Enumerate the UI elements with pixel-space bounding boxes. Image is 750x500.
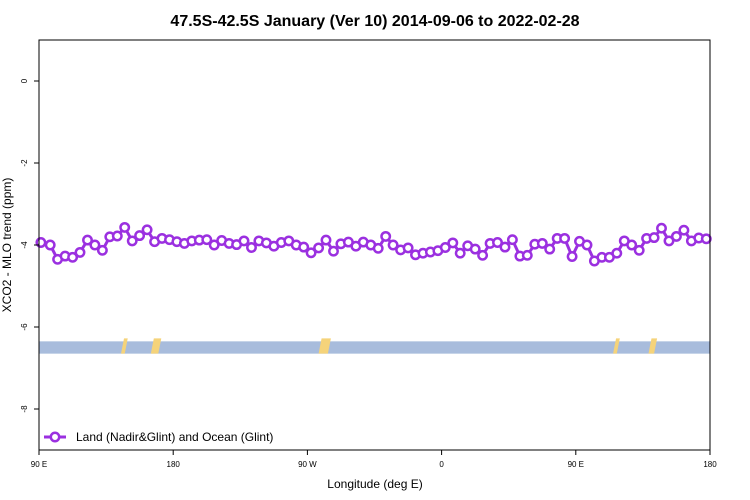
data-point — [305, 247, 317, 259]
data-point — [402, 242, 414, 254]
data-point — [126, 235, 138, 247]
data-point — [521, 249, 533, 261]
data-point — [477, 249, 489, 261]
data-point — [372, 242, 384, 254]
data-point — [387, 239, 399, 251]
data-point — [506, 234, 518, 246]
y-tick-label: -6 — [20, 323, 29, 331]
land-coverage-mark — [150, 338, 162, 354]
data-point — [626, 239, 638, 251]
data-point — [581, 239, 593, 251]
y-tick-label: -8 — [20, 405, 29, 413]
land-coverage-mark — [613, 338, 620, 354]
legend: Land (Nadir&Glint) and Ocean (Glint) — [44, 430, 273, 444]
data-point — [246, 242, 257, 253]
land-coverage-mark — [648, 338, 658, 354]
data-point — [678, 224, 690, 236]
y-tick-label: -2 — [20, 159, 29, 167]
data-point — [89, 239, 101, 251]
legend-label: Land (Nadir&Glint) and Ocean (Glint) — [76, 430, 273, 444]
data-point — [82, 234, 93, 246]
data-point — [328, 245, 339, 257]
y-axis-label: XCO2 - MLO trend (ppm) — [0, 178, 14, 313]
data-point — [74, 246, 86, 258]
chart-title: 47.5S-42.5S January (Ver 10) 2014-09-06 … — [170, 13, 579, 30]
data-point — [67, 251, 79, 263]
data-point — [313, 242, 325, 254]
x-tick-label: 0 — [439, 460, 444, 469]
series-layer — [35, 221, 712, 267]
data-point — [700, 233, 712, 245]
data-point — [492, 237, 503, 248]
y-tick-label: -4 — [20, 241, 29, 249]
data-point — [201, 234, 213, 246]
coverage-band — [39, 338, 710, 354]
y-axis: 0 -2 -4 -6 -8 — [20, 78, 39, 413]
data-point — [380, 230, 392, 242]
data-point — [499, 241, 511, 253]
data-point — [96, 244, 108, 256]
data-point — [544, 243, 556, 255]
x-tick-label: 90 W — [298, 460, 317, 469]
data-point — [559, 232, 571, 244]
data-point — [208, 239, 220, 251]
data-point — [670, 230, 682, 242]
data-point — [566, 251, 578, 262]
data-point — [648, 232, 660, 244]
x-tick-label: 90 E — [568, 460, 584, 469]
data-point — [238, 235, 250, 247]
land-coverage-mark — [121, 338, 128, 354]
data-point — [454, 247, 466, 259]
x-axis-label: Longitude (deg E) — [327, 477, 422, 491]
data-point — [439, 242, 451, 253]
data-point — [111, 230, 123, 242]
ocean-coverage-band — [39, 341, 710, 354]
data-point — [536, 237, 548, 249]
x-tick-label: 90 E — [31, 460, 47, 469]
data-point — [633, 244, 645, 256]
data-point — [141, 224, 153, 236]
y-tick-label: 0 — [20, 78, 29, 83]
data-point — [134, 230, 146, 242]
legend-marker-swatch — [49, 431, 61, 443]
data-point — [119, 221, 131, 233]
data-point — [447, 237, 459, 249]
data-point — [611, 247, 623, 259]
x-tick-label: 180 — [703, 460, 717, 469]
x-axis: 90 E 180 90 W 0 90 E 180 — [31, 450, 717, 469]
data-point — [44, 239, 56, 251]
x-tick-label: 180 — [167, 460, 181, 469]
data-point — [469, 243, 481, 255]
data-point — [320, 234, 332, 246]
land-coverage-mark — [318, 338, 331, 354]
data-point — [298, 241, 310, 253]
data-point — [656, 222, 667, 234]
data-point — [663, 235, 675, 247]
